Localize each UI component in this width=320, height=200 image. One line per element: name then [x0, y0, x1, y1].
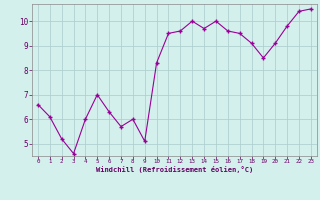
X-axis label: Windchill (Refroidissement éolien,°C): Windchill (Refroidissement éolien,°C)	[96, 166, 253, 173]
